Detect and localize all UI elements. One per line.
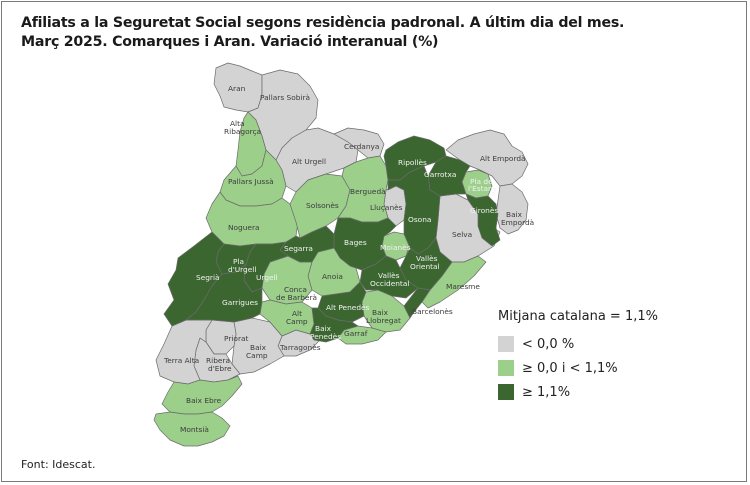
svg-text:Alt: Alt (292, 309, 302, 318)
svg-text:Montsià: Montsià (180, 425, 209, 434)
svg-text:Ripollès: Ripollès (398, 158, 427, 167)
svg-text:Noguera: Noguera (228, 223, 260, 232)
svg-text:Camp: Camp (246, 351, 268, 360)
svg-text:de Barberà: de Barberà (276, 293, 317, 302)
svg-text:Terra Alta: Terra Alta (163, 356, 199, 365)
svg-text:Baix: Baix (506, 210, 523, 219)
svg-text:Segrià: Segrià (196, 273, 220, 282)
svg-text:Berguedà: Berguedà (350, 187, 386, 196)
legend-title: Mitjana catalana = 1,1% (498, 309, 658, 324)
region-baix-penedes[interactable] (309, 307, 359, 343)
svg-text:Occidental: Occidental (370, 279, 409, 288)
svg-text:Cerdanya: Cerdanya (344, 142, 379, 151)
svg-text:l'Estany: l'Estany (468, 184, 498, 193)
svg-text:Camp: Camp (286, 317, 308, 326)
region-labels: Aran Pallars Sobirà Alta Ribagorça Palla… (163, 84, 534, 434)
svg-text:Baix: Baix (372, 308, 389, 317)
region-alt-emporda[interactable] (445, 129, 529, 187)
svg-text:Alt Penedès: Alt Penedès (326, 303, 370, 312)
svg-text:Alt Urgell: Alt Urgell (292, 157, 326, 166)
legend-item-below-zero: < 0,0 % (498, 334, 658, 354)
svg-text:Conca: Conca (284, 285, 307, 294)
svg-text:Oriental: Oriental (410, 262, 440, 271)
svg-text:Ribagorça: Ribagorça (224, 127, 261, 136)
svg-text:Selva: Selva (452, 230, 472, 239)
svg-text:Alt Empordà: Alt Empordà (480, 154, 526, 163)
svg-text:Pla de: Pla de (470, 177, 493, 186)
svg-text:d'Urgell: d'Urgell (228, 265, 256, 274)
region-bages[interactable] (333, 217, 397, 271)
svg-text:Solsonès: Solsonès (306, 201, 339, 210)
svg-text:Anoia: Anoia (322, 272, 343, 281)
svg-text:Penedès: Penedès (310, 332, 341, 341)
svg-text:Gironès: Gironès (470, 206, 498, 215)
svg-text:Osona: Osona (408, 215, 431, 224)
svg-text:Barcelonès: Barcelonès (412, 307, 453, 316)
svg-text:Baix: Baix (250, 343, 267, 352)
svg-text:Aran: Aran (228, 84, 246, 93)
svg-text:Maresme: Maresme (446, 282, 480, 291)
legend-label: ≥ 0,0 i < 1,1% (522, 360, 618, 376)
map-title: Afiliats a la Seguretat Social segons re… (21, 14, 624, 51)
svg-text:Pallars Sobirà: Pallars Sobirà (260, 93, 310, 102)
legend-swatch-dark-green (498, 384, 514, 400)
region-cerdanya[interactable] (333, 127, 385, 159)
svg-text:Priorat: Priorat (224, 334, 249, 343)
svg-text:Garraf: Garraf (344, 329, 368, 338)
svg-text:Garrotxa: Garrotxa (424, 170, 456, 179)
region-montsia[interactable] (153, 411, 231, 447)
svg-text:Moianès: Moianès (380, 243, 411, 252)
region-ripolles[interactable] (383, 135, 447, 181)
svg-text:Baix: Baix (315, 324, 332, 333)
legend: Mitjana catalana = 1,1% < 0,0 % ≥ 0,0 i … (498, 309, 658, 406)
svg-text:Vallès: Vallès (416, 254, 438, 263)
region-garraf[interactable] (337, 325, 387, 345)
legend-label: < 0,0 % (522, 336, 575, 352)
map-title-line-2: Març 2025. Comarques i Aran. Variació in… (21, 33, 439, 50)
svg-text:Segarra: Segarra (284, 244, 313, 253)
region-garrigues[interactable] (185, 263, 263, 323)
svg-text:Vallès: Vallès (378, 271, 400, 280)
svg-text:d'Ebre: d'Ebre (208, 364, 232, 373)
region-girones[interactable] (465, 193, 501, 247)
svg-text:Garrigues: Garrigues (222, 298, 258, 307)
legend-label: ≥ 1,1% (522, 384, 571, 400)
svg-text:Urgell: Urgell (256, 273, 278, 282)
svg-text:Pallars Jussà: Pallars Jussà (228, 177, 274, 186)
svg-text:Lluçanès: Lluçanès (370, 203, 403, 212)
region-barcelones[interactable] (403, 287, 431, 319)
svg-text:Empordà: Empordà (501, 218, 534, 227)
svg-text:Ribera: Ribera (206, 356, 230, 365)
legend-swatch-light-green (498, 360, 514, 376)
svg-text:Bages: Bages (344, 238, 367, 247)
svg-text:Baix Ebre: Baix Ebre (186, 396, 222, 405)
region-baix-ebre[interactable] (161, 375, 243, 415)
svg-text:Pla: Pla (233, 257, 244, 266)
svg-text:Tarragonès: Tarragonès (279, 343, 321, 352)
legend-swatch-grey (498, 336, 514, 352)
legend-item-between: ≥ 0,0 i < 1,1% (498, 358, 658, 378)
map-title-line-1: Afiliats a la Seguretat Social segons re… (21, 15, 625, 31)
legend-item-above-average: ≥ 1,1% (498, 382, 658, 402)
source-note: Font: Idescat. (21, 458, 96, 471)
svg-text:Alta: Alta (230, 119, 245, 128)
svg-text:Llobregat: Llobregat (366, 316, 401, 325)
